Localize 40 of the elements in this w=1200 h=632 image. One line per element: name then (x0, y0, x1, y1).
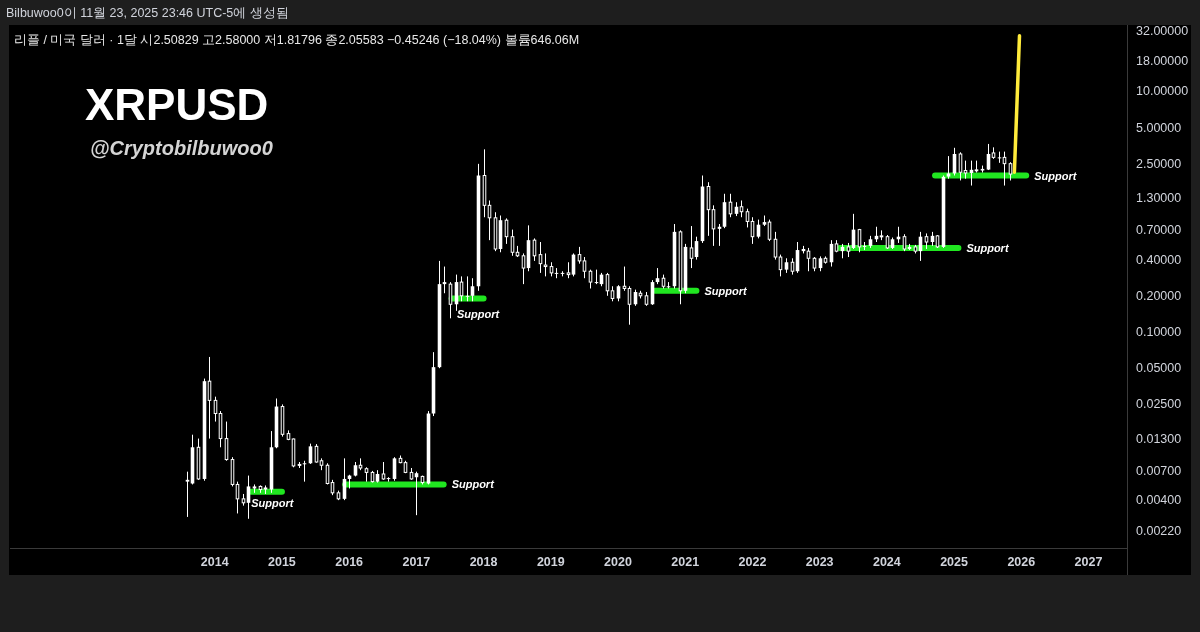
y-tick: 5.00000 (1136, 120, 1182, 135)
y-tick: 1.30000 (1136, 191, 1182, 205)
y-tick: 0.01300 (1136, 431, 1182, 446)
x-tick: 2019 (536, 555, 565, 569)
x-tick: 2017 (402, 555, 431, 569)
y-tick: 18.00000 (1136, 53, 1189, 68)
annotation: Bilbuwoo0이 11월 23, 2025 23:46 UTC-5에 생성됨 (6, 6, 289, 20)
x-tick: 2024 (872, 555, 901, 569)
annotation: Support (251, 496, 294, 509)
x-tick: 2014 (200, 555, 229, 569)
y-tick: 0.20000 (1136, 288, 1182, 303)
y-tick: 0.40000 (1136, 252, 1182, 267)
x-tick: 2018 (469, 555, 498, 569)
x-tick: 2022 (738, 555, 767, 569)
y-tick: 0.05000 (1136, 361, 1182, 376)
x-tick: 2020 (604, 555, 632, 569)
x-tick: 2026 (1007, 555, 1036, 569)
x-tick: 2021 (671, 555, 700, 569)
x-tick: 2016 (335, 555, 364, 569)
x-tick: 2023 (805, 555, 834, 569)
annotation: Support (457, 308, 500, 321)
y-tick: 2.50000 (1136, 156, 1182, 171)
y-tick: 10.00000 (1136, 84, 1189, 99)
annotation: 리플 / 미국 달러 · 1달 시2.50829 고2.58000 저1.81796 종2.05583 −0.45246 (−18.04%) 볼륨646.06M (14, 33, 580, 47)
subtitle: @Cryptobilbuwoo0 (90, 137, 273, 159)
y-tick: 0.70000 (1136, 223, 1182, 238)
x-tick: 2025 (940, 555, 968, 569)
y-tick: 0.00220 (1136, 524, 1182, 539)
y-tick: 0.10000 (1136, 325, 1182, 339)
annotation: Support (704, 284, 747, 297)
annotation: Support (1034, 169, 1077, 182)
annotation: Support (966, 241, 1009, 254)
x-tick: 2027 (1074, 555, 1103, 569)
y-tick: 0.00400 (1136, 493, 1182, 508)
y-tick: 32.00000 (1136, 23, 1189, 38)
y-tick: 0.02500 (1136, 397, 1182, 412)
title: XRPUSD (85, 80, 269, 129)
x-tick: 2015 (268, 555, 296, 569)
y-tick: 0.00700 (1136, 463, 1182, 478)
annotation: Support (451, 478, 494, 491)
